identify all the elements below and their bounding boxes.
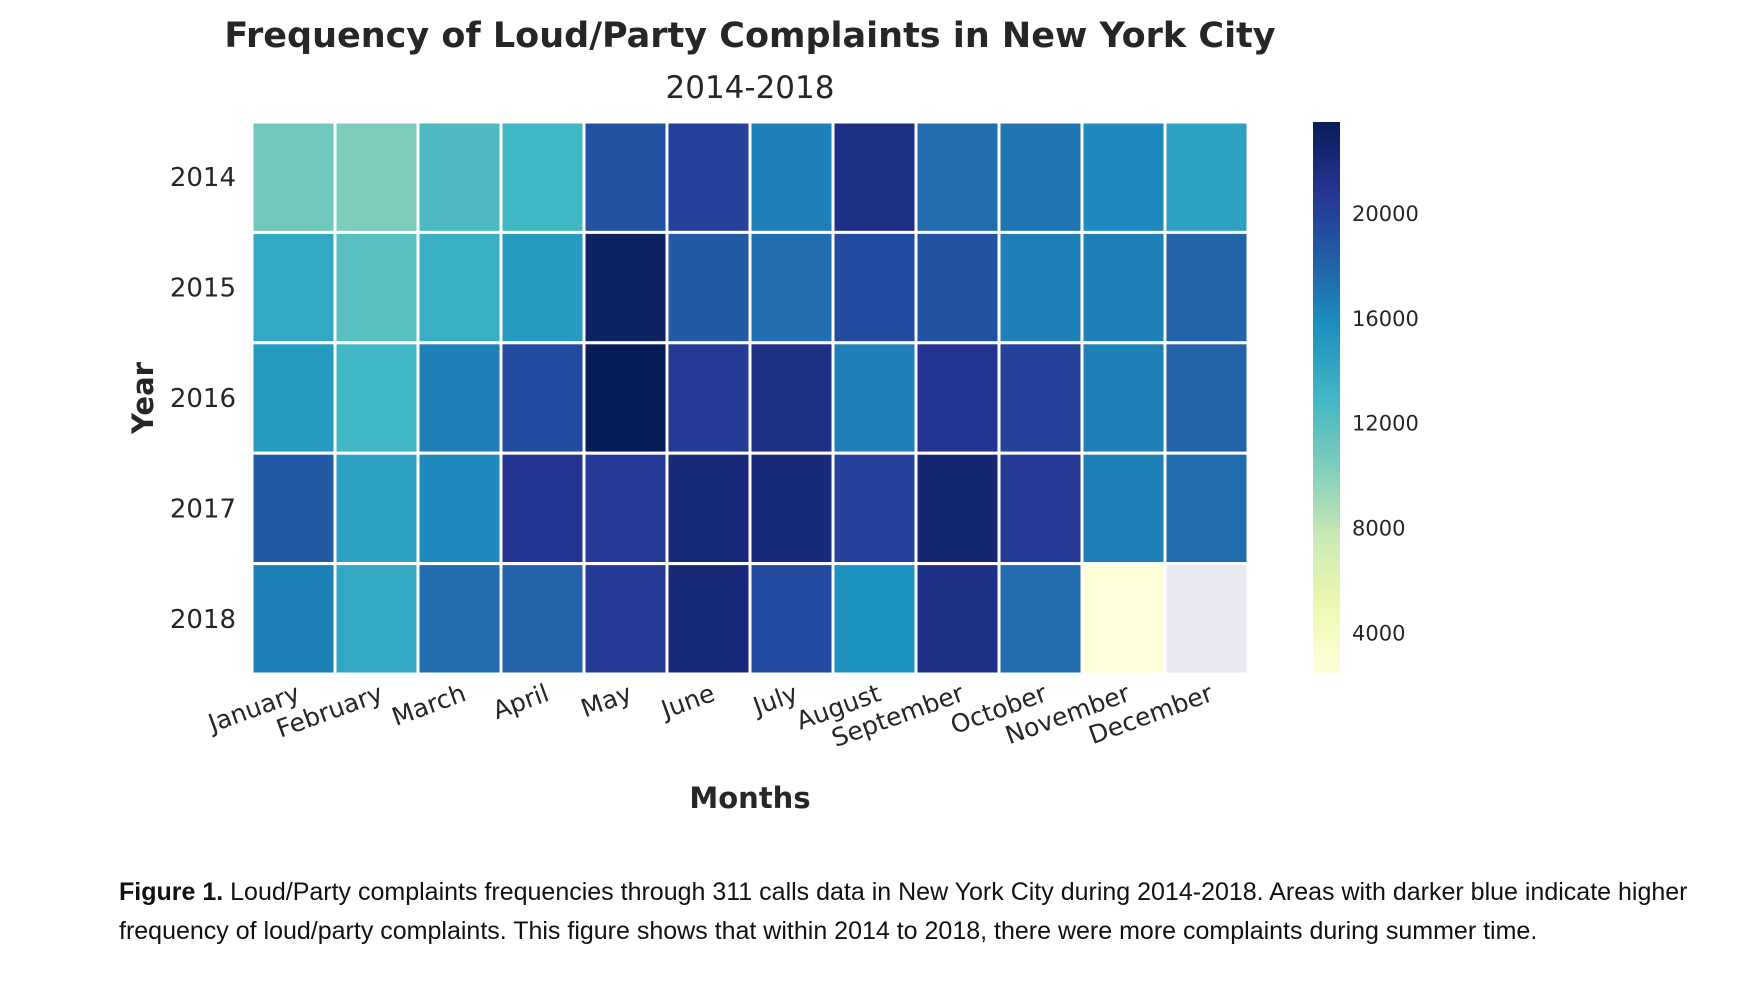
heatmap-cell <box>748 562 835 676</box>
heatmap-cell <box>914 230 1001 345</box>
x-tick-label: July <box>747 678 801 721</box>
heatmap-cell <box>333 230 420 345</box>
heatmap-cell <box>1080 341 1167 455</box>
heatmap-cell <box>831 120 918 234</box>
heatmap-cell <box>499 230 586 345</box>
heatmap-cell <box>831 341 918 455</box>
y-tick-label: 2014 <box>170 163 236 193</box>
colorbar-tick-label: 20000 <box>1352 202 1419 226</box>
heatmap-cell <box>748 341 835 455</box>
heatmap-cell <box>582 451 669 566</box>
chart-subtitle: 2014-2018 <box>666 70 835 106</box>
heatmap-cell <box>914 562 1001 676</box>
heatmap-cell <box>914 120 1001 234</box>
x-axis-label: Months <box>689 781 810 815</box>
heatmap-cell <box>665 120 752 234</box>
heatmap-cell <box>748 230 835 345</box>
heatmap-cell <box>499 120 586 234</box>
heatmap-cell <box>748 120 835 234</box>
heatmap-cell <box>997 451 1084 566</box>
heatmap-cell <box>665 451 752 566</box>
colorbar-tick-label: 4000 <box>1352 622 1405 646</box>
colorbar-tick-label: 8000 <box>1352 517 1405 541</box>
heatmap-cell <box>250 451 337 566</box>
heatmap-cell <box>333 120 420 234</box>
y-tick-label: 2015 <box>170 274 236 304</box>
heatmap-cell <box>1163 451 1250 566</box>
heatmap-cell <box>831 562 918 676</box>
heatmap-cell <box>499 341 586 455</box>
heatmap-cell <box>250 120 337 234</box>
heatmap-cell <box>997 120 1084 234</box>
heatmap-cell <box>416 341 503 455</box>
figure-caption: Figure 1. Loud/Party complaints frequenc… <box>119 873 1719 951</box>
heatmap-cell <box>1163 562 1250 676</box>
y-tick-label: 2018 <box>170 605 236 635</box>
heatmap-cell <box>831 451 918 566</box>
heatmap-cell <box>1163 230 1250 345</box>
heatmap-cell <box>416 451 503 566</box>
heatmap-cell <box>997 230 1084 345</box>
heatmap-cell <box>1080 451 1167 566</box>
colorbar-tick-labels: 4000 8000 12000 16000 20000 <box>1352 202 1419 646</box>
caption-text: Loud/Party complaints frequencies throug… <box>119 878 1688 945</box>
colorbar <box>1313 122 1340 673</box>
heatmap-cell <box>1080 562 1167 676</box>
heatmap-cell <box>665 230 752 345</box>
heatmap-cell <box>416 230 503 345</box>
heatmap-cell <box>250 341 337 455</box>
heatmap-cell <box>748 451 835 566</box>
heatmap-cell <box>499 451 586 566</box>
heatmap-cell <box>333 562 420 676</box>
heatmap-cells <box>250 120 1250 676</box>
heatmap-cell <box>416 562 503 676</box>
heatmap-cell <box>250 562 337 676</box>
heatmap-cell <box>333 341 420 455</box>
heatmap-cell <box>914 451 1001 566</box>
y-tick-label: 2016 <box>170 384 236 414</box>
chart-title: Frequency of Loud/Party Complaints in Ne… <box>224 16 1275 56</box>
heatmap-cell <box>665 562 752 676</box>
heatmap-cell <box>997 562 1084 676</box>
x-tick-label: April <box>489 678 553 725</box>
colorbar-tick-label: 12000 <box>1352 412 1419 436</box>
heatmap-chart: Frequency of Loud/Party Complaints in Ne… <box>126 16 1419 815</box>
heatmap-cell <box>831 230 918 345</box>
y-tick-labels: 2014 2015 2016 2017 2018 <box>170 163 236 635</box>
heatmap-cell <box>416 120 503 234</box>
heatmap-cell <box>582 230 669 345</box>
y-tick-label: 2017 <box>170 494 236 524</box>
colorbar-tick-label: 16000 <box>1352 307 1419 331</box>
heatmap-cell <box>1080 230 1167 345</box>
heatmap-cell <box>582 120 669 234</box>
caption-label: Figure 1. <box>119 878 224 906</box>
heatmap-cell <box>1163 341 1250 455</box>
heatmap-cell <box>997 341 1084 455</box>
heatmap-cell <box>1163 120 1250 234</box>
x-tick-label: June <box>656 678 719 725</box>
x-tick-label: March <box>388 678 470 731</box>
x-tick-label: May <box>577 678 636 723</box>
y-axis-label: Year <box>126 361 160 435</box>
heatmap-cell <box>250 230 337 345</box>
heatmap-cell <box>582 341 669 455</box>
heatmap-cell <box>665 341 752 455</box>
heatmap-cell <box>333 451 420 566</box>
heatmap-cell <box>1080 120 1167 234</box>
heatmap-cell <box>582 562 669 676</box>
heatmap-cell <box>499 562 586 676</box>
heatmap-cell <box>914 341 1001 455</box>
